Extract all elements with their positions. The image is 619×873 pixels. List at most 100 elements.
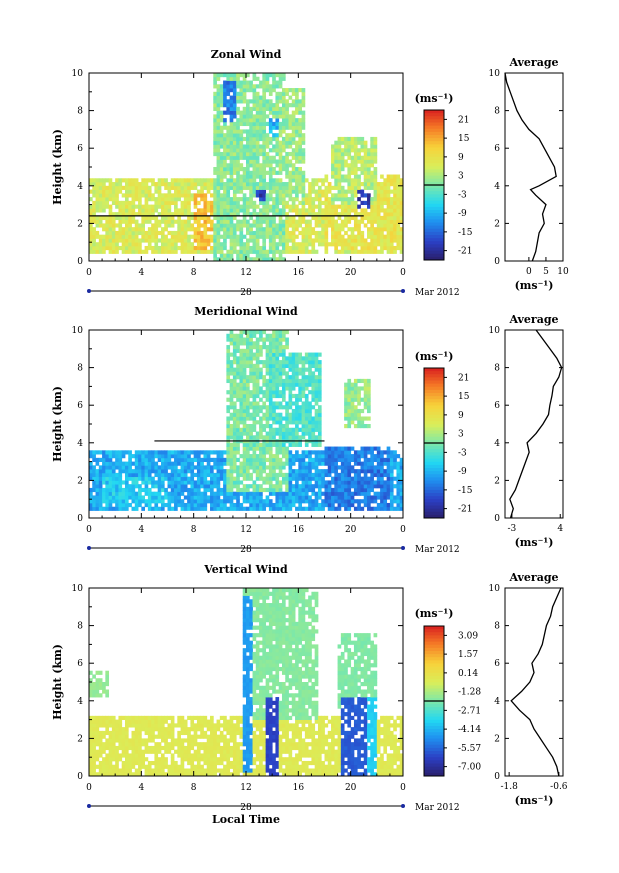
- heatmap-cell: [311, 360, 316, 365]
- heatmap-cell: [268, 136, 273, 142]
- heatmap-cell: [321, 472, 325, 478]
- heatmap-cell: [265, 212, 270, 217]
- heatmap-cell: [206, 208, 211, 213]
- heatmap-cell: [193, 484, 198, 489]
- heatmap-cell: [187, 495, 191, 500]
- heatmap-cell: [252, 484, 257, 489]
- heatmap-cell: [265, 408, 270, 414]
- colorbar-segment: [424, 244, 444, 249]
- heatmap-cell: [246, 476, 250, 481]
- heatmap-cell: [242, 114, 247, 119]
- heatmap-cell: [141, 249, 145, 254]
- heatmap-cell: [236, 348, 240, 353]
- heatmap-cell: [301, 91, 306, 96]
- heatmap-cell: [383, 208, 388, 213]
- heatmap-cell: [259, 457, 263, 462]
- heatmap-cell: [252, 257, 257, 262]
- heatmap-cell: [170, 182, 175, 187]
- heatmap-cell: [160, 219, 165, 224]
- heatmap-cell: [278, 330, 283, 335]
- heatmap-cell: [301, 189, 306, 194]
- heatmap-cell: [262, 215, 267, 221]
- heatmap-cell: [288, 469, 293, 474]
- heatmap-cell: [203, 499, 208, 504]
- heatmap-cell: [239, 155, 244, 160]
- heatmap-cell: [281, 416, 286, 421]
- heatmap-cell: [291, 197, 296, 202]
- heatmap-cell: [262, 341, 267, 346]
- heatmap-cell: [357, 189, 361, 194]
- heatmap-cell: [252, 363, 257, 368]
- heatmap-cell: [281, 129, 286, 134]
- profile-y-tick-label: 8: [494, 364, 500, 374]
- heatmap-cell: [317, 405, 322, 410]
- heatmap-cell: [213, 461, 217, 466]
- heatmap-cell: [226, 348, 231, 353]
- heatmap-cell: [200, 212, 204, 217]
- heatmap-cell: [170, 487, 175, 493]
- heatmap-cell: [386, 472, 391, 478]
- heatmap-cell: [249, 174, 253, 179]
- heatmap-cell: [373, 238, 378, 243]
- heatmap-cell: [236, 345, 240, 350]
- heatmap-cell: [380, 174, 384, 179]
- heatmap-cell: [275, 446, 280, 451]
- heatmap-cell: [229, 223, 234, 228]
- heatmap-cell: [281, 103, 286, 108]
- heatmap-cell: [151, 484, 155, 489]
- heatmap-cell: [246, 484, 250, 489]
- heatmap-cell: [373, 208, 378, 213]
- heatmap-cell: [174, 454, 178, 459]
- heatmap-cell: [229, 133, 234, 138]
- heatmap-cell: [308, 234, 312, 239]
- heatmap-cell: [226, 457, 231, 462]
- heatmap-cell: [298, 174, 302, 179]
- heatmap-cell: [144, 230, 149, 236]
- heatmap-cell: [223, 133, 227, 138]
- heatmap-cell: [105, 245, 110, 251]
- heatmap-cell: [216, 136, 221, 142]
- heatmap-cell: [275, 230, 280, 236]
- heatmap-cell: [281, 185, 286, 190]
- heatmap-cell: [147, 499, 152, 504]
- heatmap-cell: [164, 238, 168, 243]
- heatmap-cell: [272, 408, 276, 414]
- heatmap-cell: [314, 182, 319, 187]
- heatmap-cell: [226, 454, 231, 459]
- heatmap-cell: [340, 163, 345, 168]
- heatmap-cell: [281, 163, 286, 168]
- heatmap-cell: [128, 215, 132, 221]
- heatmap-cell: [236, 491, 240, 496]
- heatmap-cell: [386, 189, 391, 194]
- heatmap-cell: [232, 155, 237, 160]
- heatmap-cell: [242, 484, 247, 489]
- heatmap-cell: [236, 178, 240, 183]
- heatmap-cell: [108, 502, 113, 508]
- heatmap-cell: [353, 393, 358, 399]
- heatmap-cell: [138, 484, 142, 489]
- heatmap-cell: [278, 371, 283, 376]
- heatmap-cell: [298, 103, 302, 108]
- heatmap-cell: [210, 476, 214, 481]
- colorbar-segment: [424, 511, 444, 516]
- heatmap-cell: [236, 341, 240, 346]
- heatmap-cell: [196, 212, 201, 217]
- heatmap-cell: [291, 435, 296, 440]
- heatmap-cell: [239, 405, 244, 410]
- heatmap-cell: [193, 182, 198, 187]
- heatmap-cell: [255, 144, 260, 149]
- heatmap-cell: [229, 405, 234, 410]
- heatmap-cell: [196, 457, 201, 462]
- heatmap-cell: [347, 450, 352, 455]
- heatmap-cell: [281, 140, 286, 145]
- heatmap-cells: [89, 588, 404, 777]
- heatmap-cell: [327, 219, 332, 224]
- heatmap-cell: [98, 185, 103, 190]
- heatmap-cell: [206, 204, 211, 209]
- heatmap-cell: [265, 348, 270, 353]
- heatmap-cell: [226, 204, 231, 209]
- heatmap-cell: [183, 193, 188, 198]
- heatmap-cell: [278, 360, 283, 365]
- heatmap-cell: [193, 465, 198, 470]
- heatmap-cell: [295, 110, 299, 115]
